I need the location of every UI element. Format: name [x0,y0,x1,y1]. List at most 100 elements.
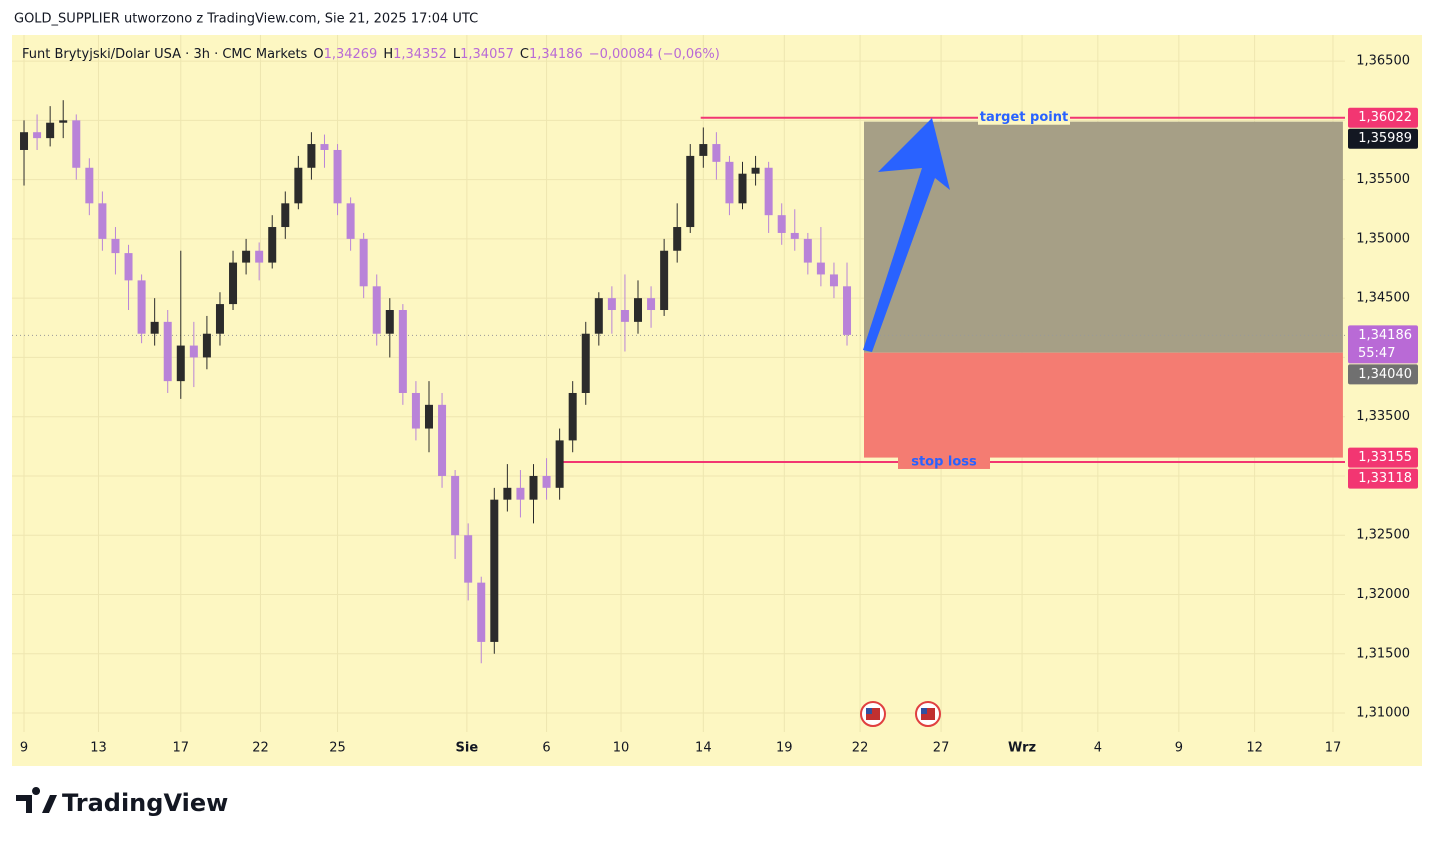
price-label-bg [1348,447,1418,468]
candle-body [725,161,734,204]
candle-body [738,173,747,204]
candle-body [189,345,198,358]
y-tick-label: 1,35000 [1356,231,1410,246]
candle-body [33,132,42,139]
x-tick-label: 17 [1325,741,1342,756]
candle-body [464,535,473,583]
x-tick-label: 12 [1246,741,1263,756]
candle-body [660,250,669,311]
candle-body [843,286,852,335]
candle-body [385,310,394,334]
candle-body [202,333,211,358]
legend-item: −0,00084 (−0,06%) [589,47,720,62]
candle-body [398,310,407,393]
candle-body [229,262,238,305]
candle-body [620,310,629,322]
event-flag [866,708,872,714]
y-tick-label: 1,32000 [1356,587,1410,602]
plot: 1,365001,360001,355001,350001,345001,340… [12,35,1418,756]
y-tick-label: 1,36500 [1356,54,1410,69]
candle-body [163,321,172,382]
footer-logo: TradingView [16,787,228,817]
candle-body [320,144,329,150]
candle-body [490,499,499,642]
candle-body [751,167,760,174]
candle-body [777,215,786,233]
legend-item: 1,34352 [393,47,447,62]
price-label: 1,34040 [1358,367,1412,382]
candle-body [242,250,251,263]
x-tick-label: 13 [90,741,107,756]
price-label: 1,33118 [1358,471,1412,486]
symbol-legend: Funt Brytyjski/Dolar USA · 3h · CMC Mark… [22,47,720,62]
candle-body [59,120,68,123]
candle-body [607,298,616,311]
y-tick-label: 1,32500 [1356,528,1410,543]
line-label-bg [898,454,990,469]
legend-item: 1,34057 [460,47,514,62]
candle-body [215,304,224,334]
candle-body [803,238,812,263]
candle-body [150,321,159,334]
candle-body [594,298,603,334]
x-tick-label: 6 [542,741,550,756]
candle-body [451,475,460,536]
candle-body [712,144,721,162]
y-tick-label: 1,31000 [1356,706,1410,721]
candle-body [346,203,355,239]
candle-body [124,253,133,281]
candle-body [281,203,290,228]
candle-body [516,487,525,500]
candle-body [307,144,316,168]
price-label: 1,34186 [1358,328,1412,343]
event-flag [921,708,927,714]
candle-body [790,232,799,239]
caption: GOLD_SUPPLIER utworzono z TradingView.co… [14,12,478,27]
candle-body [46,122,55,139]
x-tick-label: 25 [329,741,346,756]
brand: TradingView [62,789,228,817]
candle-body [529,475,538,500]
price-label-bg [1348,107,1418,128]
candle-body [581,333,590,393]
x-tick-label: 27 [933,741,950,756]
candle-body [816,262,825,275]
x-tick-label: 19 [776,741,793,756]
candle-body [98,203,107,239]
legend-item: L [453,47,461,62]
candle-body [72,120,81,168]
line-label-bg [978,110,1070,125]
y-tick-label: 1,35500 [1356,172,1410,187]
price-label: 1,35989 [1358,131,1412,146]
x-tick-label: 9 [20,741,28,756]
y-tick-label: 1,33500 [1356,409,1410,424]
candle-body [568,392,577,441]
x-tick-label: 17 [173,741,190,756]
legend-item: C [520,47,529,62]
candle-body [372,286,381,334]
price-label: 1,33155 [1358,450,1412,465]
x-tick-label: Sie [456,741,479,756]
price-label-bg [1348,468,1418,489]
x-tick-label: 22 [252,741,269,756]
arrow [863,118,950,352]
candle-body [673,227,682,251]
stop-zone [864,352,1343,458]
candle-body [294,167,303,204]
x-tick-label: Wrz [1008,741,1036,756]
line-label: target point [980,110,1068,125]
legend-item: Funt Brytyjski/Dolar USA · 3h · CMC Mark… [22,47,308,62]
price-label-bg [1348,325,1418,364]
candle-body [764,167,773,216]
target-zone [864,121,1343,353]
price-label-bg [1348,364,1418,385]
candle-body [255,250,264,263]
candle-body [268,227,277,263]
price-label: 1,36022 [1358,110,1412,125]
countdown: 55:47 [1358,346,1395,361]
candle-body [699,144,708,156]
candle-body [176,345,185,382]
x-tick-label: 10 [613,741,630,756]
x-tick-label: 14 [695,741,712,756]
